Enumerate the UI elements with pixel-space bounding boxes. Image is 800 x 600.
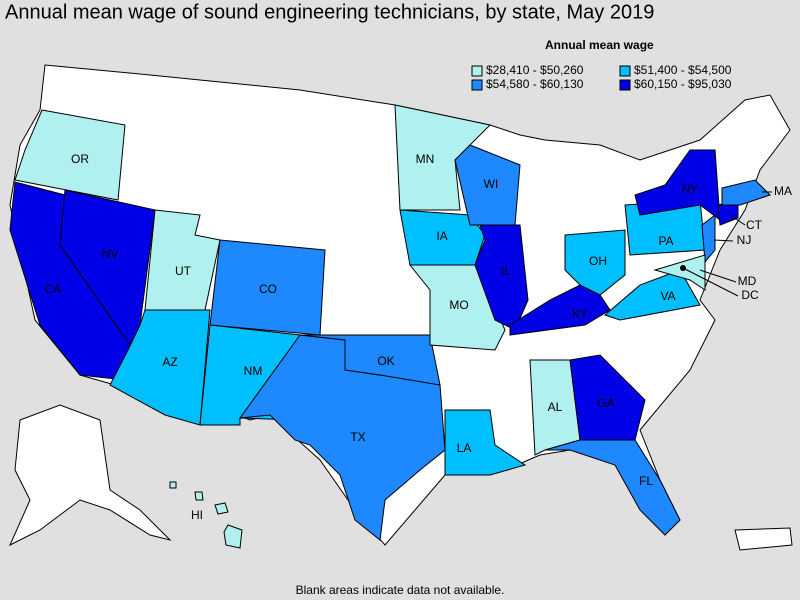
state	[444, 409, 527, 476]
state-label: WI	[484, 177, 499, 191]
legend-swatch	[471, 79, 483, 91]
state-label: MN	[416, 152, 435, 166]
legend-swatch	[471, 65, 483, 77]
state	[474, 224, 529, 331]
state-label: NJ	[737, 233, 752, 247]
state-label: MA	[774, 184, 792, 198]
state	[394, 104, 492, 211]
legend-label: $54,580 - $60,130	[486, 77, 584, 91]
state	[564, 229, 626, 296]
leader-line	[699, 269, 737, 283]
state-label: HI	[191, 508, 203, 522]
state	[509, 284, 611, 336]
footnote: Blank areas indicate data not available.	[296, 583, 505, 597]
state-label: CA	[45, 282, 62, 296]
state	[194, 491, 204, 501]
state-label: FL	[639, 474, 653, 488]
state-label: PA	[658, 234, 673, 248]
state-label: MO	[449, 298, 468, 312]
leader-line	[682, 267, 739, 297]
state	[109, 309, 211, 426]
legend-title: Annual mean wage	[545, 38, 654, 52]
state-label: CT	[746, 218, 763, 232]
state-label: IA	[436, 229, 447, 243]
legend-swatch	[619, 79, 631, 91]
state-label: GA	[597, 396, 614, 410]
state	[169, 481, 177, 489]
state	[214, 502, 229, 515]
state-label: NV	[102, 247, 119, 261]
state-label: NM	[244, 364, 263, 378]
state-label: DC	[741, 288, 759, 302]
leader-line	[729, 214, 746, 226]
state-label: UT	[175, 264, 192, 278]
state-label: MD	[738, 274, 757, 288]
legend-label: $28,410 - $50,260	[486, 63, 584, 77]
state-label: OR	[71, 152, 89, 166]
state-label: KY	[572, 307, 588, 321]
title: Annual mean wage of sound engineering te…	[5, 1, 654, 23]
state-label: NY	[682, 182, 699, 196]
leader-lines	[682, 191, 772, 297]
legend-swatch	[619, 65, 631, 77]
puerto-rico	[734, 527, 793, 551]
state	[721, 179, 771, 206]
state-label: CO	[259, 282, 277, 296]
state	[223, 524, 243, 549]
state-label: OK	[377, 354, 394, 368]
state-label: VA	[660, 289, 675, 303]
state	[634, 149, 721, 222]
state	[701, 213, 716, 264]
state	[604, 269, 701, 321]
state	[454, 144, 521, 226]
state-label: OH	[589, 254, 607, 268]
state	[569, 354, 646, 441]
state-label: AL	[548, 400, 563, 414]
state-label: TX	[350, 430, 365, 444]
alaska	[8, 404, 172, 547]
state-label: LA	[457, 441, 472, 455]
state	[399, 209, 486, 266]
leader-line	[713, 239, 734, 242]
state	[653, 254, 706, 291]
state	[544, 439, 681, 536]
state-label: IL	[501, 264, 511, 278]
legend-label: $51,400 - $54,500	[634, 63, 732, 77]
state-label: AZ	[162, 355, 177, 369]
legend-label: $60,150 - $95,030	[634, 77, 732, 91]
